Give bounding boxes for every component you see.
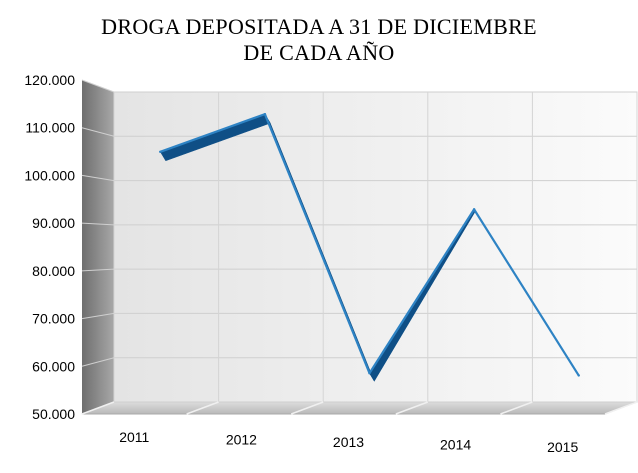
gridline-side — [81, 268, 115, 272]
series-line-segment — [368, 208, 476, 375]
y-tick-label: 80.000 — [32, 263, 75, 279]
data-point — [472, 208, 476, 211]
chart-title-line-1: DROGA DEPOSITADA A 31 DE DICIEMBRE — [101, 14, 537, 39]
floor-line — [604, 401, 638, 415]
data-point — [368, 372, 371, 375]
y-tick-label: 110.000 — [25, 120, 75, 136]
side-wall — [82, 80, 114, 414]
data-point — [263, 112, 267, 116]
gridline-side — [81, 222, 115, 226]
x-tick-label: 2011 — [119, 429, 149, 445]
floor-line — [186, 401, 219, 415]
data-point — [159, 150, 162, 153]
y-tick-label: 60.000 — [32, 358, 75, 374]
x-tick-label: 2015 — [547, 439, 578, 455]
floor-line — [395, 401, 429, 415]
series-line-segment — [263, 113, 371, 375]
chart-title-line-2: DE CADA AÑO — [243, 40, 395, 65]
gridline-side — [81, 127, 115, 137]
y-tick-label: 90.000 — [32, 215, 75, 231]
gridline-side — [81, 357, 115, 367]
x-tick-label: 2012 — [226, 432, 257, 448]
data-point — [577, 374, 580, 377]
y-tick-label: 120.000 — [24, 72, 75, 88]
y-tick-label: 70.000 — [32, 311, 75, 327]
y-tick-label: 50.000 — [32, 406, 75, 422]
y-tick-label: 100.000 — [24, 167, 75, 183]
gridline-side — [81, 312, 115, 320]
x-tick-label: 2013 — [333, 434, 364, 450]
floor-line — [81, 401, 115, 415]
gridline-side — [81, 174, 115, 182]
back-wall — [113, 91, 638, 403]
floor-line — [290, 401, 324, 415]
gridline-side — [81, 79, 115, 93]
series-line-segment — [159, 113, 266, 153]
floor — [81, 401, 638, 415]
series-line-segment — [473, 208, 580, 377]
floor-line — [500, 401, 533, 415]
x-tick-label: 2014 — [440, 437, 471, 453]
